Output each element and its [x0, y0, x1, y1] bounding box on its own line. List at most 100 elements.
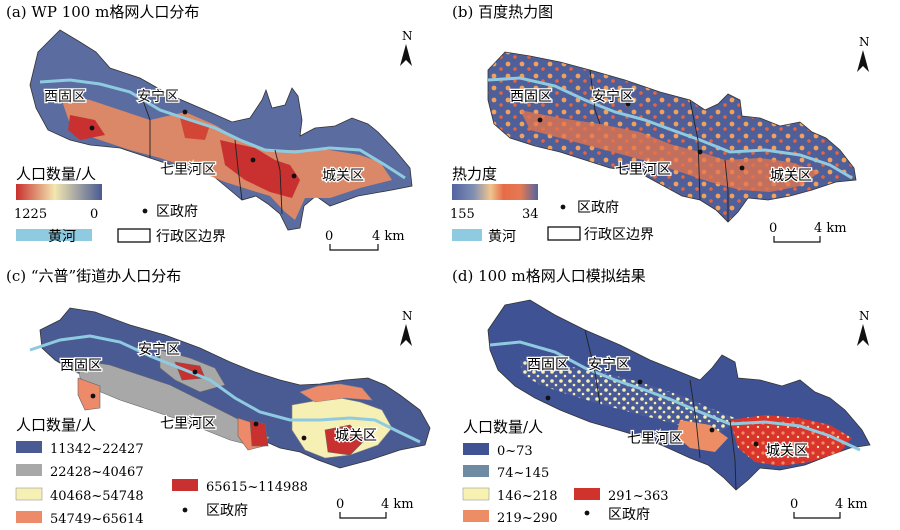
office-anning-b — [625, 101, 631, 107]
orange-zone-c — [299, 383, 373, 403]
legend-label-c-4: 65615~114988 — [206, 480, 308, 495]
office-chengguan-c — [301, 435, 307, 441]
legend-swatch-d-3 — [463, 510, 489, 522]
yellow-band-d — [520, 360, 740, 432]
legend-swatch-d-4 — [574, 488, 600, 500]
scale-km-b: 4 km — [814, 221, 847, 236]
office-label-d: 区政府 — [608, 507, 650, 523]
legend-label-c-1: 22428~40467 — [50, 465, 144, 480]
office-label-c: 区政府 — [206, 503, 248, 519]
district-label-qilihe-a: 七里河区 — [160, 162, 216, 178]
red-east-c — [324, 424, 366, 456]
north-label-d: N — [859, 309, 870, 323]
north-arrow-c: N — [400, 309, 413, 346]
office-xigu-c — [90, 393, 96, 399]
north-arrow-b: N — [857, 35, 870, 72]
office-qilihe-d — [709, 427, 715, 433]
legend-swatch-d-1 — [463, 465, 489, 477]
office-qilihe-a — [250, 157, 256, 163]
office-chengguan-a — [291, 173, 297, 179]
legend-d: 人口数量/人 0~73 74~145 146~218 219~290 291~3… — [462, 418, 669, 526]
office-xigu-a — [89, 125, 95, 131]
river-b — [487, 76, 853, 180]
office-label-a: 区政府 — [156, 204, 198, 220]
office-chengguan-b — [739, 165, 745, 171]
river-label-b: 黄河 — [488, 228, 516, 245]
office-xigu-b — [537, 117, 543, 123]
office-anning-d — [637, 379, 643, 385]
district-label-anning-b: 安宁区 — [592, 88, 634, 105]
district-label-chengguan-d: 城关区 — [766, 443, 808, 459]
district-boundaries-a — [139, 91, 283, 215]
north-arrow-a: N — [400, 29, 413, 66]
district-boundaries-d — [584, 329, 737, 491]
heat-core-b — [520, 110, 820, 192]
urban-core-a — [220, 140, 300, 198]
legend-label-c-3: 54749~65614 — [50, 512, 144, 526]
district-label-xigu-b: 西固区 — [510, 89, 552, 105]
panel-c-title: (c) “六普”街道办人口分布 — [6, 267, 181, 285]
hot-urban-d — [730, 415, 852, 466]
north-arrow-icon-c — [400, 324, 412, 346]
office-qilihe-c — [253, 421, 259, 427]
legend-label-c-2: 40468~54748 — [50, 489, 144, 504]
river-c — [29, 334, 421, 444]
panel-d: (d) 100 m格网人口模拟结果 西固区 安宁区 七里河区 城关区 N 人口数… — [452, 267, 871, 526]
district-label-chengguan-c: 城关区 — [335, 428, 377, 444]
scale-bar-b: 0 4 km — [769, 221, 847, 243]
legend-title-c: 人口数量/人 — [16, 416, 96, 434]
river-d — [489, 340, 861, 452]
legend-a: 人口数量/人 1225 0 区政府 黄河 行政区边界 — [14, 165, 226, 245]
legend-swatch-c-1 — [16, 464, 42, 476]
district-label-anning-a: 安宁区 — [137, 88, 179, 105]
district-label-xigu-d: 西固区 — [527, 357, 569, 373]
north-arrow-icon-a — [400, 44, 412, 66]
office-label-b: 区政府 — [577, 200, 619, 216]
panel-b: (b) 百度热力图 西固区 安宁区 七里河区 城关区 N 热力度 155 34 … — [450, 3, 870, 245]
scale-km-c: 4 km — [381, 497, 414, 512]
scale-bar-a: 0 4 km — [325, 229, 405, 251]
office-symbol-b — [560, 204, 566, 210]
river-a — [39, 78, 406, 180]
scale-zero-c: 0 — [336, 497, 344, 512]
boundary-swatch-b — [547, 226, 581, 241]
panel-d-map: 西固区 安宁区 七里河区 城关区 — [487, 299, 871, 491]
legend-label-d-1: 74~145 — [497, 466, 549, 481]
office-anning-c — [192, 369, 198, 375]
scale-km-d: 4 km — [835, 497, 868, 512]
scale-bar-c: 0 4 km — [336, 497, 414, 519]
legend-swatch-c-0 — [16, 441, 42, 453]
scale-km-a: 4 km — [372, 229, 405, 244]
district-label-anning-d: 安宁区 — [588, 356, 630, 373]
legend-label-d-2: 146~218 — [497, 489, 558, 504]
orange-west-c — [77, 377, 101, 411]
scale-line-d — [793, 512, 841, 519]
urban-west-a — [68, 115, 105, 140]
panel-d-title: (d) 100 m格网人口模拟结果 — [452, 267, 646, 285]
north-label-b: N — [859, 35, 870, 49]
district-label-qilihe-b: 七里河区 — [615, 162, 671, 178]
scale-zero-a: 0 — [325, 229, 333, 244]
legend-title-a: 人口数量/人 — [16, 165, 96, 183]
ramp-max-a: 1225 — [14, 207, 47, 222]
ramp-max-b: 155 — [450, 207, 475, 222]
legend-title-d: 人口数量/人 — [463, 418, 543, 436]
office-symbol-d — [584, 510, 590, 516]
north-arrow-icon-d — [857, 324, 869, 346]
north-label-a: N — [402, 29, 413, 43]
legend-swatch-c-3 — [16, 511, 42, 523]
boundary-label-b: 行政区边界 — [584, 227, 654, 243]
panel-c: (c) “六普”街道办人口分布 西固区 安宁区 七里河区 城关区 N — [6, 267, 431, 527]
district-label-chengguan-a: 城关区 — [322, 168, 364, 184]
panel-b-title: (b) 百度热力图 — [452, 3, 553, 21]
legend-swatch-d-2 — [462, 487, 490, 501]
scale-bar-d: 0 4 km — [790, 497, 868, 519]
panel-a: (a) WP 100 m格网人口分布 西固区 安宁区 七里河区 城关区 N 人口… — [6, 3, 413, 251]
city-outline-b — [487, 51, 857, 223]
river-swatch-a — [16, 229, 92, 241]
office-qilihe-b — [697, 149, 703, 155]
office-anning-a — [182, 109, 188, 115]
red-mid-c — [249, 419, 269, 447]
boundary-swatch-a — [117, 228, 151, 243]
